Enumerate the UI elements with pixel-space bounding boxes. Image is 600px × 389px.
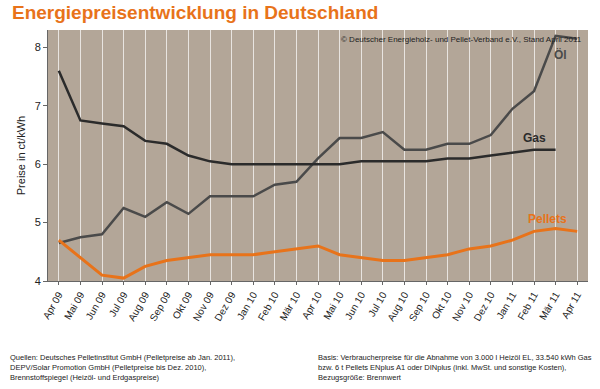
svg-text:Preise in ct/kWh: Preise in ct/kWh	[15, 116, 27, 195]
svg-text:Jan 10: Jan 10	[235, 290, 260, 322]
svg-text:Jul 10: Jul 10	[366, 290, 389, 319]
svg-text:Sep 10: Sep 10	[407, 290, 433, 323]
svg-text:Okt 09: Okt 09	[170, 290, 194, 321]
svg-text:8: 8	[35, 41, 41, 53]
svg-text:Nov 09: Nov 09	[191, 290, 217, 323]
svg-text:Mai 10: Mai 10	[321, 290, 346, 322]
svg-text:Apr 10: Apr 10	[300, 290, 324, 321]
svg-text:Jul 09: Jul 09	[107, 290, 130, 319]
svg-text:Mär 10: Mär 10	[277, 290, 302, 323]
svg-text:Pellets: Pellets	[528, 212, 567, 226]
svg-text:Öl: Öl	[554, 47, 567, 62]
svg-text:Jun 09: Jun 09	[84, 290, 109, 322]
svg-text:Mär 11: Mär 11	[537, 290, 562, 322]
svg-text:Dez 09: Dez 09	[212, 290, 238, 323]
svg-text:Aug 09: Aug 09	[126, 290, 152, 323]
svg-text:5: 5	[35, 216, 41, 228]
svg-text:Feb 11: Feb 11	[515, 290, 540, 322]
svg-text:Sep 09: Sep 09	[147, 290, 173, 323]
svg-text:Jun 10: Jun 10	[343, 290, 368, 322]
svg-text:Dez 10: Dez 10	[471, 290, 497, 323]
svg-text:Apr 11: Apr 11	[559, 290, 583, 321]
svg-text:Gas: Gas	[523, 131, 546, 145]
svg-text:Aug 10: Aug 10	[385, 290, 411, 323]
svg-text:Nov 10: Nov 10	[450, 290, 476, 323]
svg-text:Mai 09: Mai 09	[62, 290, 87, 322]
svg-text:Apr 09: Apr 09	[41, 290, 65, 321]
svg-text:Basis: Verbraucherpreise für d: Basis: Verbraucherpreise für die Abnahme…	[318, 353, 592, 382]
svg-text:Okt 10: Okt 10	[429, 290, 453, 321]
svg-text:6: 6	[35, 158, 41, 170]
svg-text:Quellen: Deutsches Pelletinsti: Quellen: Deutsches Pelletinstitut GmbH (…	[10, 353, 235, 382]
svg-text:4: 4	[35, 275, 41, 287]
svg-text:Energiepreisentwicklung in Deu: Energiepreisentwicklung in Deutschland	[12, 2, 378, 23]
svg-text:Jan 11: Jan 11	[494, 290, 518, 321]
svg-text:Feb 10: Feb 10	[256, 290, 281, 323]
svg-text:© Deutscher Energieholz- und P: © Deutscher Energieholz- und Pellet-Verb…	[341, 35, 582, 44]
svg-text:7: 7	[35, 100, 41, 112]
